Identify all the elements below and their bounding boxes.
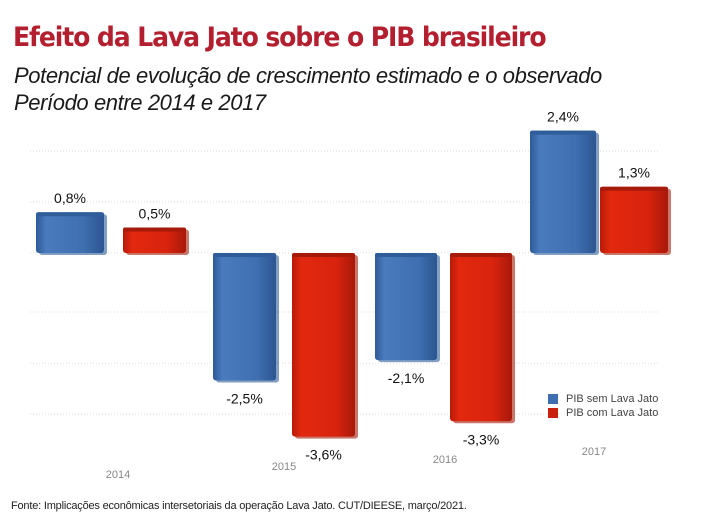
data-label: -3,6% (305, 447, 342, 463)
bar-sem-2016 (375, 253, 440, 363)
x-axis-labels: 2014 2015 2016 2017 (106, 446, 606, 481)
legend: PIB sem Lava Jato PIB com Lava Jato (548, 392, 658, 420)
x-tick-label: 2016 (433, 454, 457, 466)
bar-top (213, 253, 276, 257)
subtitle-line-1: Potencial de evolução de crescimento est… (14, 63, 602, 88)
bar-top (530, 130, 596, 135)
x-tick-label: 2014 (106, 469, 130, 481)
legend-label-com: PIB com Lava Jato (566, 407, 659, 419)
bar-face (292, 253, 355, 437)
bar-sem-2014 (36, 212, 107, 255)
bar-top (292, 253, 355, 257)
page-title: Efeito da Lava Jato sobre o PIB brasilei… (13, 22, 547, 53)
bar-com-2015 (292, 253, 358, 439)
bar-face (450, 253, 512, 422)
source-note: Fonte: Implicações econômicas intersetor… (11, 500, 467, 512)
bar-com-2016 (450, 253, 515, 424)
data-label: -2,5% (226, 391, 263, 407)
bar-com-2017 (600, 186, 671, 255)
legend-swatch-sem (548, 394, 558, 404)
bar-sem-2015 (213, 253, 279, 383)
legend-item-com: PIB com Lava Jato (548, 406, 658, 420)
bar-top (450, 253, 512, 257)
bar-face (600, 186, 668, 253)
bar-face (530, 130, 596, 253)
legend-item-sem: PIB sem Lava Jato (548, 392, 658, 406)
bar-face (213, 253, 276, 381)
bar-top (123, 227, 186, 232)
legend-swatch-com (548, 408, 558, 418)
legend-label-sem: PIB sem Lava Jato (566, 393, 659, 405)
data-labels: 0,8% 0,5% -2,5% -3,6% -2,1% -3,3% 2,4% 1,3% (54, 109, 650, 463)
bar-sem-2017 (530, 130, 599, 255)
bar-face (375, 253, 437, 361)
bars (36, 130, 671, 439)
data-label: 2,4% (547, 109, 579, 125)
bar-top (36, 212, 104, 217)
subtitle-line-2: Período entre 2014 e 2017 (14, 90, 266, 115)
bar-face (36, 212, 104, 253)
x-tick-label: 2017 (582, 446, 606, 458)
bar-face (123, 227, 186, 253)
bar-top (600, 186, 668, 191)
data-label: 0,5% (139, 206, 171, 222)
bar-top (375, 253, 437, 257)
data-label: -3,3% (463, 431, 500, 447)
data-label: 1,3% (618, 165, 650, 181)
bar-com-2014 (123, 227, 189, 255)
data-label: -2,1% (388, 370, 425, 386)
data-label: 0,8% (54, 190, 86, 206)
x-tick-label: 2015 (272, 461, 296, 473)
